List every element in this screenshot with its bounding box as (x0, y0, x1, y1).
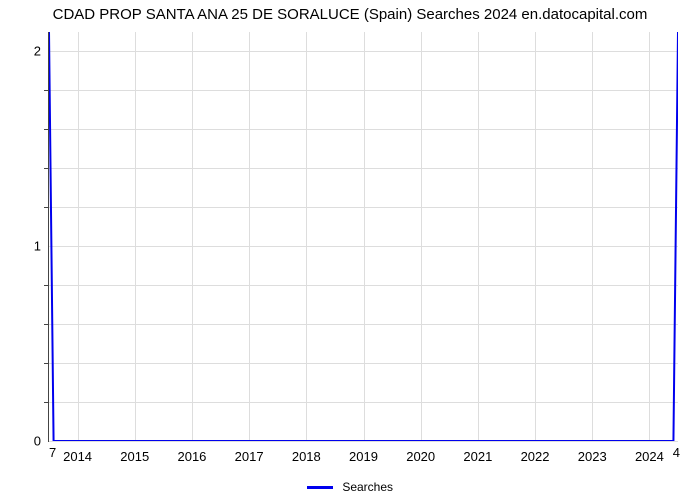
x-tick-label: 2018 (292, 441, 321, 464)
x-tick-label: 2019 (349, 441, 378, 464)
x-tick-label: 2017 (235, 441, 264, 464)
x-tick-label: 2024 (635, 441, 664, 464)
x-tick-label: 2014 (63, 441, 92, 464)
y-tick-label: 1 (34, 239, 49, 254)
x-tick-label: 2015 (120, 441, 149, 464)
x-tick-label: 2016 (177, 441, 206, 464)
left-spike-value-label: 7 (47, 445, 56, 460)
legend-label: Searches (342, 480, 393, 494)
data-series-line (49, 32, 678, 441)
plot-area: 012 201420152016201720182019202020212022… (48, 32, 678, 442)
legend: Searches (0, 479, 700, 494)
legend-swatch (307, 486, 333, 489)
y-tick-label: 2 (34, 44, 49, 59)
series-path (49, 32, 678, 441)
right-spike-value-label: 4 (673, 445, 680, 460)
chart-title: CDAD PROP SANTA ANA 25 DE SORALUCE (Spai… (0, 0, 700, 23)
x-tick-label: 2022 (521, 441, 550, 464)
x-tick-label: 2020 (406, 441, 435, 464)
x-tick-label: 2021 (463, 441, 492, 464)
x-tick-label: 2023 (578, 441, 607, 464)
